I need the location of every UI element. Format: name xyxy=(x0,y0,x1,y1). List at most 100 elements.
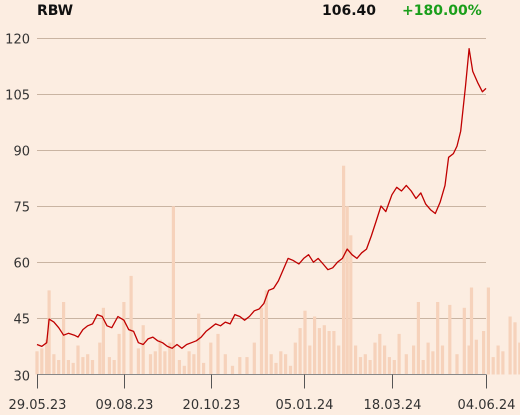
volume-bar xyxy=(182,365,186,375)
volume-bar xyxy=(35,351,39,375)
volume-bar xyxy=(373,342,377,375)
ticker-symbol: RBW xyxy=(37,3,74,19)
volume-bar xyxy=(397,333,401,375)
x-tick-label: 05.01.24 xyxy=(276,398,334,413)
volume-bar xyxy=(168,342,172,375)
volume-bar xyxy=(269,354,273,375)
volume-bar xyxy=(57,360,61,375)
volume-bar xyxy=(337,345,341,375)
volume-bar xyxy=(383,345,387,375)
volume-bar xyxy=(148,354,153,375)
volume-bar xyxy=(342,165,346,375)
volume-bar xyxy=(284,354,288,375)
volume-bar xyxy=(76,345,80,375)
volume-bar xyxy=(112,360,116,375)
x-tick-label: 20.10.23 xyxy=(183,398,241,413)
volume-bar xyxy=(202,362,206,375)
volume-bar xyxy=(368,360,372,375)
volume-bar xyxy=(358,357,363,375)
volume-bar xyxy=(171,206,175,375)
y-tick-label: 105 xyxy=(5,89,30,104)
volume-bar xyxy=(448,304,452,375)
volume-bar xyxy=(431,351,435,375)
volume-bar xyxy=(52,354,56,375)
volume-bar xyxy=(40,348,44,375)
volume-bar xyxy=(404,354,408,375)
volume-bar xyxy=(412,345,416,375)
volume-bar xyxy=(349,235,353,375)
volume-bar xyxy=(317,328,321,375)
y-tick-label: 90 xyxy=(13,145,30,160)
volume-bar xyxy=(491,357,495,375)
volume-bar xyxy=(354,345,358,375)
volume-bar xyxy=(274,362,278,375)
volume-bar xyxy=(187,351,191,375)
volume-bar xyxy=(264,290,268,375)
volume-bar xyxy=(293,342,297,375)
volume-bar xyxy=(440,345,445,375)
volume-bar xyxy=(288,365,293,375)
y-tick-label: 75 xyxy=(13,201,30,216)
price-line-layer xyxy=(36,48,487,349)
volume-bar xyxy=(129,275,133,375)
volume-bar xyxy=(223,354,227,375)
volume-bar xyxy=(252,342,256,375)
volume-bar xyxy=(387,357,391,375)
volume-bar xyxy=(230,365,235,375)
volume-bar xyxy=(62,302,66,375)
volume-bar xyxy=(245,357,249,375)
x-tick-label: 04.06.24 xyxy=(458,398,516,413)
volume-bar xyxy=(462,307,466,375)
axes xyxy=(37,374,487,389)
y-tick-label: 120 xyxy=(5,33,30,48)
volume-bar xyxy=(455,354,459,375)
y-tick-label: 45 xyxy=(13,313,30,328)
volume-bar xyxy=(496,345,500,375)
grid-lines xyxy=(37,38,486,319)
volume-bar xyxy=(122,302,126,375)
volume-bar xyxy=(518,342,520,375)
volume-bar xyxy=(47,290,51,375)
volume-bar xyxy=(98,342,102,375)
volume-bar xyxy=(378,333,382,375)
y-tick-label: 60 xyxy=(13,257,30,272)
volume-bar xyxy=(279,351,283,375)
x-tick-label: 18.03.24 xyxy=(364,398,422,413)
price-line xyxy=(36,48,487,349)
x-tick-label: 09.08.23 xyxy=(96,398,154,413)
volume-bar xyxy=(259,307,264,375)
volume-bar xyxy=(467,345,471,375)
x-tick-labels: 29.05.23 09.08.23 20.10.23 05.01.24 18.03.24… xyxy=(9,398,516,413)
volume-bar xyxy=(71,362,75,375)
last-price: 106.40 xyxy=(322,3,377,19)
volume-bars xyxy=(35,165,520,375)
volume-bar xyxy=(416,302,420,375)
volume-bar xyxy=(101,307,105,375)
volume-bar xyxy=(332,331,336,375)
volume-bar xyxy=(482,331,486,375)
volume-bar xyxy=(345,206,349,375)
volume-bar xyxy=(177,360,181,375)
volume-bar xyxy=(90,360,95,375)
x-tick-label: 29.05.23 xyxy=(9,398,67,413)
percent-change: +180.00% xyxy=(402,3,482,19)
volume-bar xyxy=(313,316,317,375)
volume-bar xyxy=(117,333,121,375)
volume-bar xyxy=(327,331,331,375)
volume-bar xyxy=(426,342,430,375)
volume-bar xyxy=(513,322,517,375)
y-tick-labels: 120 105 90 75 60 45 30 xyxy=(5,33,30,385)
volume-bar xyxy=(107,357,111,375)
volume-bar xyxy=(303,310,307,375)
volume-bar xyxy=(322,325,326,375)
volume-bar xyxy=(469,287,474,375)
volume-bar xyxy=(474,339,478,375)
volume-bar xyxy=(81,357,85,375)
volume-bar xyxy=(197,313,201,375)
volume-bar xyxy=(158,339,162,375)
volume-bar xyxy=(66,360,70,375)
y-tick-label: 30 xyxy=(13,370,30,385)
volume-bar xyxy=(308,345,312,375)
volume-bar xyxy=(392,360,396,375)
